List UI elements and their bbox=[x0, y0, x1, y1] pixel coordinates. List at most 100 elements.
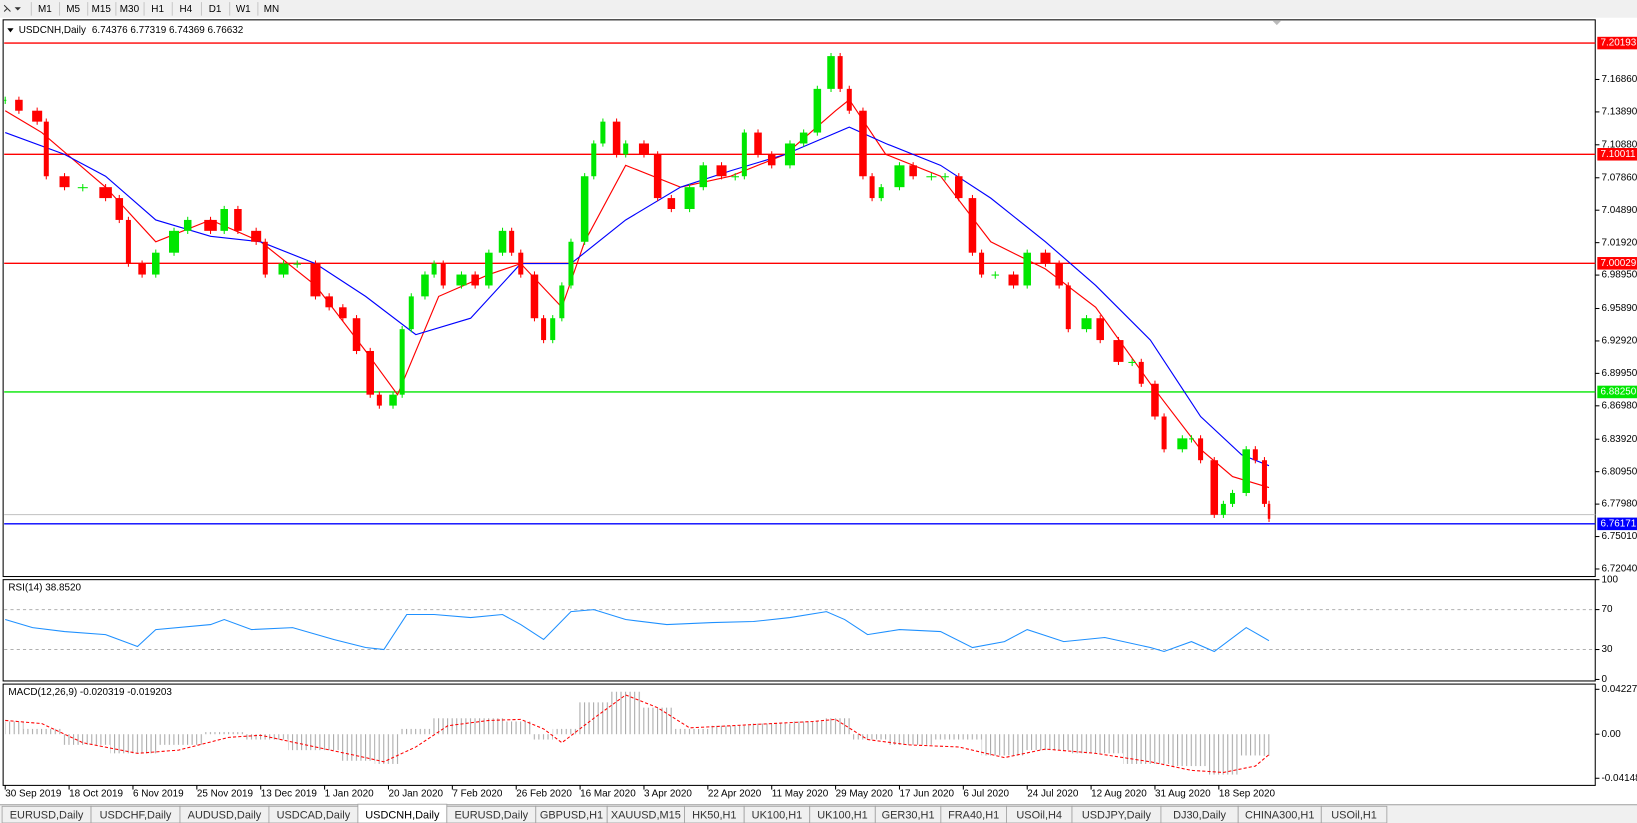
candle bbox=[251, 230, 262, 242]
toolbar-dropdown[interactable] bbox=[14, 7, 21, 11]
shift-marker bbox=[1272, 20, 1281, 26]
tab-label[interactable]: FRA40,H1 bbox=[948, 810, 999, 822]
macd-histogram bbox=[374, 734, 400, 764]
y-tick-label: 6.98950 bbox=[1602, 270, 1637, 281]
timeframe-button[interactable]: M1 bbox=[38, 4, 52, 15]
tab-label[interactable]: GBPUSD,H1 bbox=[540, 810, 603, 822]
candle bbox=[1177, 438, 1188, 450]
tab-label[interactable]: UK100,H1 bbox=[817, 810, 868, 822]
candle bbox=[827, 56, 835, 89]
candle bbox=[530, 274, 539, 319]
macd-histogram bbox=[1123, 734, 1171, 764]
macd-tick-label: 0.00 bbox=[1602, 729, 1622, 740]
candle bbox=[366, 350, 374, 395]
candle bbox=[485, 252, 493, 286]
candle bbox=[699, 165, 708, 188]
timeframe-button[interactable]: MN bbox=[264, 4, 279, 15]
candle bbox=[941, 176, 949, 178]
main-panel bbox=[2, 19, 1596, 578]
x-tick-label: 1 Jan 2020 bbox=[325, 788, 375, 799]
macd-histogram bbox=[1239, 734, 1263, 756]
macd-histogram bbox=[792, 721, 825, 735]
level-label: 7.20193 bbox=[1600, 38, 1636, 49]
candle bbox=[1151, 383, 1159, 417]
candle bbox=[600, 121, 606, 144]
candle bbox=[509, 230, 515, 253]
candle bbox=[684, 187, 695, 210]
candle bbox=[518, 252, 524, 275]
macd-tick-label: -0.04148 bbox=[1602, 773, 1637, 784]
tab-label[interactable]: DJ30,Daily bbox=[1173, 810, 1226, 822]
x-tick-label: 26 Feb 2020 bbox=[516, 788, 572, 799]
candle bbox=[799, 132, 808, 144]
x-tick-label: 12 Aug 2020 bbox=[1091, 788, 1147, 799]
moving-average bbox=[5, 126, 1270, 467]
tab-label[interactable]: USDCHF,Daily bbox=[100, 810, 172, 822]
tab-label[interactable]: CHINA300,H1 bbox=[1245, 810, 1314, 822]
candle bbox=[909, 165, 917, 177]
timeframe-button[interactable]: M5 bbox=[66, 4, 80, 15]
candle bbox=[955, 176, 963, 199]
macd-signal bbox=[5, 694, 1270, 773]
timeframe-button[interactable]: H1 bbox=[151, 4, 164, 15]
y-tick-label: 7.04890 bbox=[1602, 205, 1637, 216]
candle bbox=[1261, 460, 1267, 504]
candle bbox=[278, 263, 289, 275]
candle bbox=[293, 263, 301, 265]
candle bbox=[421, 274, 429, 297]
x-tick-label: 6 Jul 2020 bbox=[963, 788, 1009, 799]
timeframe-button[interactable]: W1 bbox=[236, 4, 251, 15]
candle bbox=[4, 99, 7, 101]
macd-histogram bbox=[609, 691, 642, 735]
macd-histogram bbox=[933, 734, 982, 740]
toolbar-icon[interactable] bbox=[3, 4, 11, 12]
candle bbox=[612, 121, 621, 155]
y-tick-label: 6.95890 bbox=[1602, 303, 1637, 314]
timeframe-button[interactable]: D1 bbox=[209, 4, 222, 15]
y-tick-label: 6.86980 bbox=[1602, 400, 1637, 411]
macd-histogram bbox=[710, 725, 752, 735]
candle bbox=[183, 219, 192, 231]
tab-label[interactable]: USDJPY,Daily bbox=[1082, 810, 1152, 822]
candle bbox=[152, 252, 160, 275]
tab-label[interactable]: EURUSD,Daily bbox=[10, 810, 84, 822]
candle bbox=[1242, 449, 1250, 493]
tab[interactable] bbox=[1320, 805, 1388, 823]
macd-histogram bbox=[673, 728, 711, 735]
tab-label[interactable]: AUDUSD,Daily bbox=[188, 810, 262, 822]
timeframe-button[interactable]: H4 bbox=[179, 4, 192, 15]
tab-label[interactable]: HK50,H1 bbox=[692, 810, 736, 822]
macd-histogram bbox=[110, 734, 159, 754]
macd-histogram bbox=[158, 734, 204, 745]
tab-label[interactable]: USDCAD,Daily bbox=[277, 810, 351, 822]
x-tick-label: 18 Sep 2020 bbox=[1219, 788, 1276, 799]
timeframe-button[interactable]: M30 bbox=[120, 4, 140, 15]
tab-label[interactable]: XAUUSD,M15 bbox=[611, 810, 681, 822]
x-tick-label: 24 Jul 2020 bbox=[1027, 788, 1079, 799]
tab-label[interactable]: USDCNH,Daily bbox=[365, 810, 440, 822]
candle bbox=[1055, 263, 1063, 286]
macd-histogram bbox=[504, 721, 533, 735]
level-label: 6.76171 bbox=[1600, 518, 1636, 529]
tab-label[interactable]: EURUSD,Daily bbox=[454, 810, 528, 822]
macd-histogram bbox=[532, 734, 553, 740]
candle bbox=[741, 132, 747, 177]
tab-label[interactable]: GER30,H1 bbox=[882, 810, 935, 822]
candle bbox=[1198, 438, 1204, 461]
timeframe-button[interactable]: M15 bbox=[92, 4, 112, 15]
rsi-tick-label: 70 bbox=[1602, 604, 1614, 615]
level-label: 7.00029 bbox=[1600, 258, 1636, 269]
candle bbox=[846, 88, 852, 111]
tab-label[interactable]: USOil,H1 bbox=[1331, 810, 1377, 822]
macd-histogram bbox=[1170, 734, 1208, 767]
level-label-box bbox=[1597, 257, 1637, 270]
candle bbox=[716, 165, 727, 177]
level-label-box bbox=[1597, 385, 1637, 399]
tab-label[interactable]: USOil,H4 bbox=[1016, 810, 1062, 822]
macd-tick-label: 0.042275 bbox=[1602, 684, 1637, 695]
x-tick-label: 30 Sep 2019 bbox=[5, 788, 62, 799]
candle bbox=[541, 318, 547, 341]
tab-label[interactable]: UK100,H1 bbox=[752, 810, 803, 822]
header-arrow[interactable] bbox=[7, 28, 14, 33]
